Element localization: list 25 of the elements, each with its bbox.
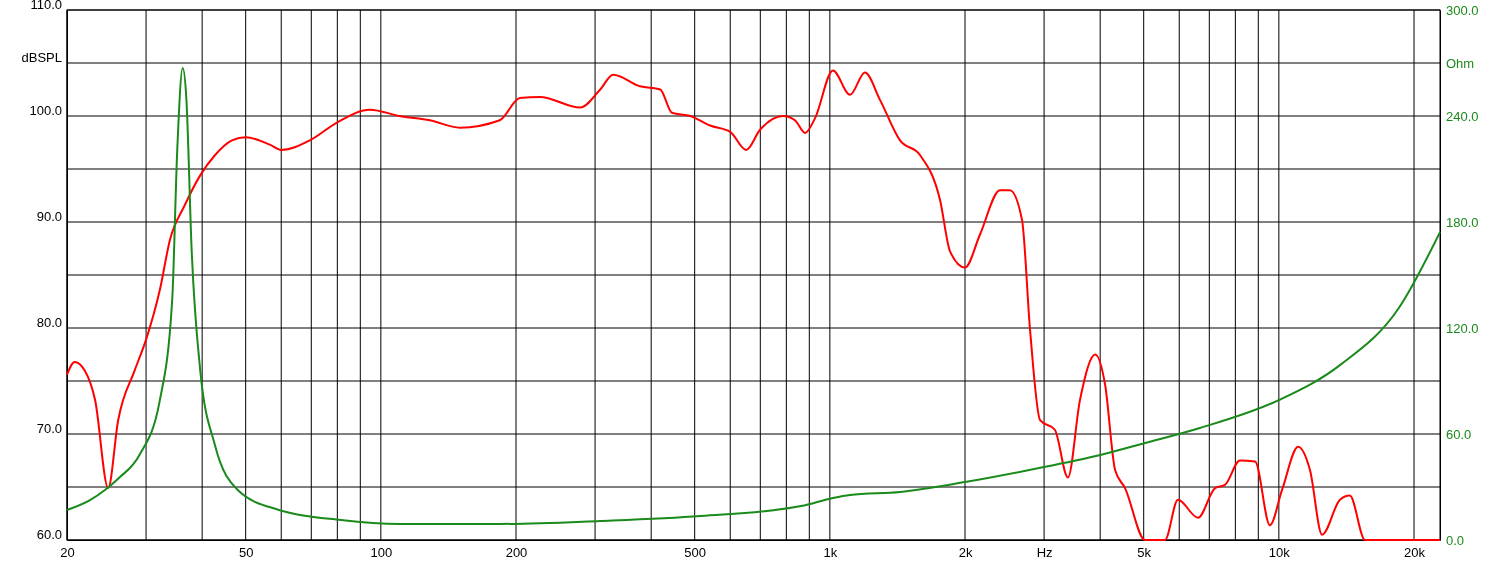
x-tick-label: 1k bbox=[823, 545, 838, 561]
x-tick-label: 10k bbox=[1268, 545, 1291, 561]
y-tick-label: 90.0 bbox=[36, 209, 62, 225]
y-tick-label: 70.0 bbox=[36, 421, 62, 437]
x-tick-label: 500 bbox=[684, 545, 707, 561]
y2-tick-label: 300.0 bbox=[1446, 2, 1479, 18]
x-tick-label: 200 bbox=[505, 545, 528, 561]
y-tick-label: 80.0 bbox=[36, 315, 62, 331]
x-tick-label: 20 bbox=[60, 545, 75, 561]
y-tick-label: dBSPL bbox=[21, 50, 62, 66]
y2-tick-label: 0.0 bbox=[1446, 532, 1465, 548]
y2-tick-label: 180.0 bbox=[1446, 214, 1479, 230]
x-tick-label: 5k bbox=[1137, 545, 1152, 561]
y2-tick-label: 120.0 bbox=[1446, 320, 1479, 336]
y-tick-label: 100.0 bbox=[29, 103, 62, 119]
x-tick-label: 50 bbox=[238, 545, 254, 561]
y-tick-label: 60.0 bbox=[36, 527, 62, 543]
y2-tick-label: 60.0 bbox=[1446, 426, 1472, 442]
y-tick-label: 110.0 bbox=[30, 0, 62, 13]
x-tick-label: 100 bbox=[370, 545, 393, 561]
x-tick-label: Hz bbox=[1036, 545, 1053, 561]
x-tick-label: 2k bbox=[958, 545, 973, 561]
y2-tick-label: 240.0 bbox=[1446, 108, 1479, 124]
y2-tick-label: Ohm bbox=[1446, 55, 1475, 71]
x-tick-label: 20k bbox=[1404, 545, 1426, 561]
